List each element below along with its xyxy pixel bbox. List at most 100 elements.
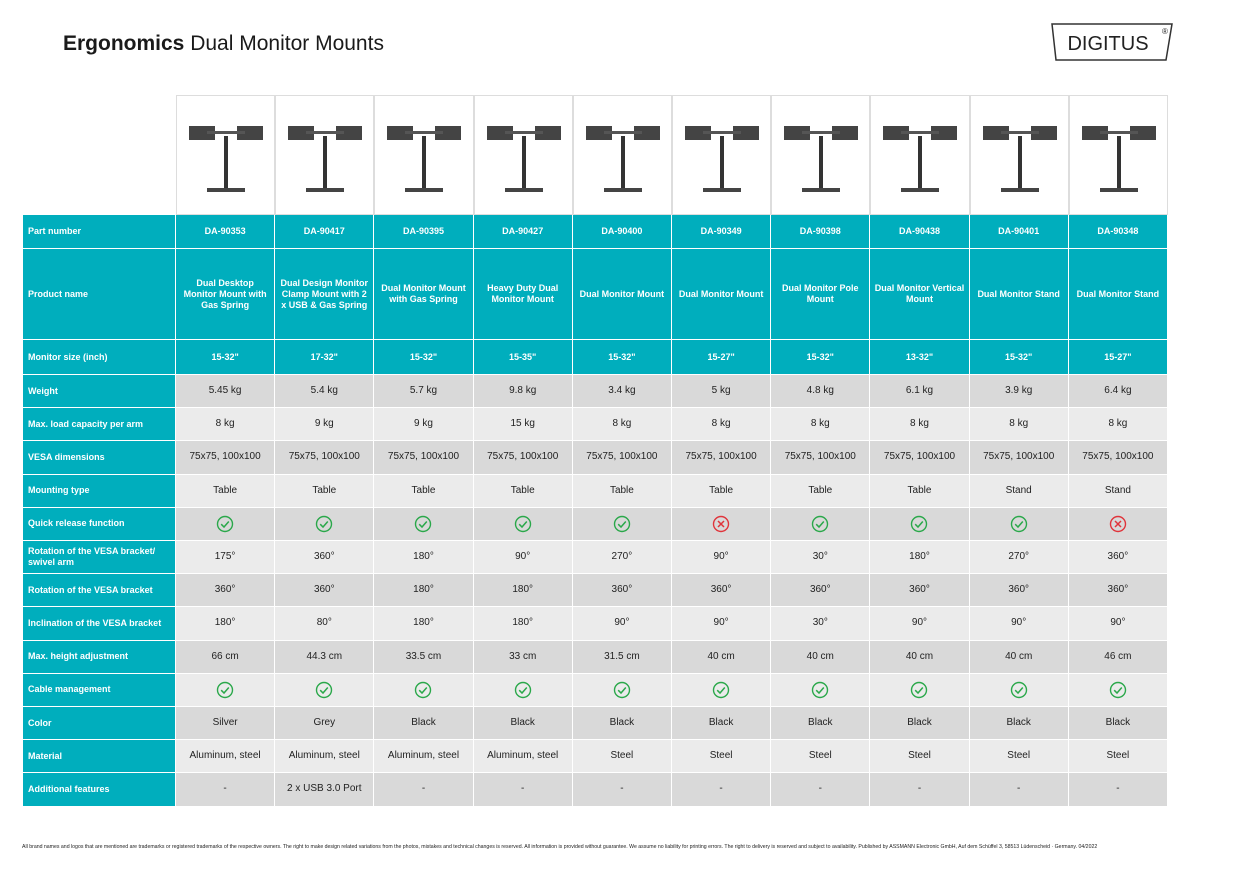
row-label: Material	[23, 740, 176, 774]
product-image	[1068, 95, 1168, 215]
table-cell	[870, 507, 970, 541]
table-cell: 90°	[969, 607, 1069, 641]
check-icon	[216, 681, 234, 699]
table-cell: -	[969, 773, 1069, 807]
table-cell: DA-90353	[176, 215, 276, 249]
product-image	[473, 95, 573, 215]
table-cell: Silver	[176, 707, 276, 741]
product-image	[275, 95, 375, 215]
table-cell: 33 cm	[473, 640, 573, 674]
table-cell: 75x75, 100x100	[1068, 441, 1168, 475]
table-cell	[572, 673, 672, 707]
table-cell: 180°	[374, 541, 474, 575]
check-icon	[316, 681, 333, 699]
title-bold: Ergonomics	[63, 32, 185, 55]
table-cell: 17-32"	[275, 340, 375, 375]
table-cell: DA-90395	[374, 215, 474, 249]
table-cell: 360°	[176, 574, 276, 608]
table-cell: 75x75, 100x100	[473, 441, 573, 475]
table-cell: 6.4 kg	[1068, 375, 1168, 409]
table-cell: 8 kg	[969, 408, 1069, 442]
table-cell: 40 cm	[672, 640, 772, 674]
product-image	[374, 95, 474, 215]
table-cell	[572, 507, 672, 541]
table-cell	[969, 673, 1069, 707]
table-cell: Table	[275, 474, 375, 508]
table-cell: Aluminum, steel	[374, 740, 474, 774]
table-cell: Table	[771, 474, 871, 508]
check-icon	[316, 515, 333, 533]
table-cell	[176, 673, 276, 707]
product-sketch	[982, 126, 1057, 192]
table-cell: 15-32"	[176, 340, 276, 375]
table-cell	[473, 673, 573, 707]
table-cell: Table	[870, 474, 970, 508]
product-sketch	[784, 126, 859, 192]
check-icon	[216, 515, 234, 533]
table-cell: 360°	[275, 574, 375, 608]
table-cell: 360°	[572, 574, 672, 608]
row-label: Rotation of the VESA bracket	[23, 574, 176, 608]
title-text: Dual Monitor Mounts	[190, 32, 384, 55]
table-cell: Dual Monitor Pole Mount	[771, 249, 871, 340]
table-cell: Dual Monitor Stand	[969, 249, 1069, 340]
table-cell: -	[176, 773, 276, 807]
row-label: Additional features	[23, 773, 176, 807]
product-image	[572, 95, 672, 215]
table-cell: 2 x USB 3.0 Port	[275, 773, 375, 807]
table-cell: -	[572, 773, 672, 807]
table-cell: DA-90427	[473, 215, 573, 249]
table-cell: -	[771, 773, 871, 807]
table-cell: Steel	[1068, 740, 1168, 774]
table-cell: 15-32"	[572, 340, 672, 375]
table-cell: 270°	[969, 541, 1069, 575]
table-cell	[374, 507, 474, 541]
product-sketch	[685, 126, 759, 192]
table-cell: 180°	[473, 574, 573, 608]
table-cell: -	[672, 773, 772, 807]
table-cell: 5.4 kg	[275, 375, 375, 409]
row-label: Monitor size (inch)	[23, 340, 176, 375]
table-cell: DA-90438	[870, 215, 970, 249]
table-cell	[969, 507, 1069, 541]
check-icon	[812, 681, 829, 699]
row-label: Max. load capacity per arm	[23, 408, 176, 442]
check-icon	[911, 681, 928, 699]
table-cell	[870, 673, 970, 707]
table-cell: DA-90417	[275, 215, 375, 249]
table-cell: 8 kg	[870, 408, 970, 442]
table-cell: Black	[473, 707, 573, 741]
table-cell: 40 cm	[870, 640, 970, 674]
table-cell: 15-32"	[771, 340, 871, 375]
row-label: Part number	[23, 215, 176, 249]
check-icon	[1109, 681, 1127, 699]
table-cell: 75x75, 100x100	[374, 441, 474, 475]
table-cell: Black	[1068, 707, 1168, 741]
table-cell: 360°	[1068, 541, 1168, 575]
table-cell: -	[1068, 773, 1168, 807]
table-cell: 46 cm	[1068, 640, 1168, 674]
table-cell: 75x75, 100x100	[870, 441, 970, 475]
row-label: Weight	[23, 375, 176, 409]
table-cell: Black	[672, 707, 772, 741]
table-cell: 75x75, 100x100	[275, 441, 375, 475]
table-cell: 31.5 cm	[572, 640, 672, 674]
table-cell: 360°	[1068, 574, 1168, 608]
table-cell: 13-32"	[870, 340, 970, 375]
table-cell: Grey	[275, 707, 375, 741]
logo-text: DIGITUS	[1067, 33, 1148, 55]
table-cell: DA-90398	[771, 215, 871, 249]
table-cell: 175°	[176, 541, 276, 575]
table-cell	[473, 507, 573, 541]
table-cell: Black	[572, 707, 672, 741]
table-cell: 5.45 kg	[176, 375, 276, 409]
table-cell: 180°	[374, 607, 474, 641]
table-cell: 90°	[1068, 607, 1168, 641]
table-cell: 40 cm	[771, 640, 871, 674]
table-cell	[672, 507, 772, 541]
table-cell: 360°	[870, 574, 970, 608]
table-cell: 90°	[672, 607, 772, 641]
table-cell: Table	[176, 474, 276, 508]
row-label: Mounting type	[23, 474, 176, 508]
